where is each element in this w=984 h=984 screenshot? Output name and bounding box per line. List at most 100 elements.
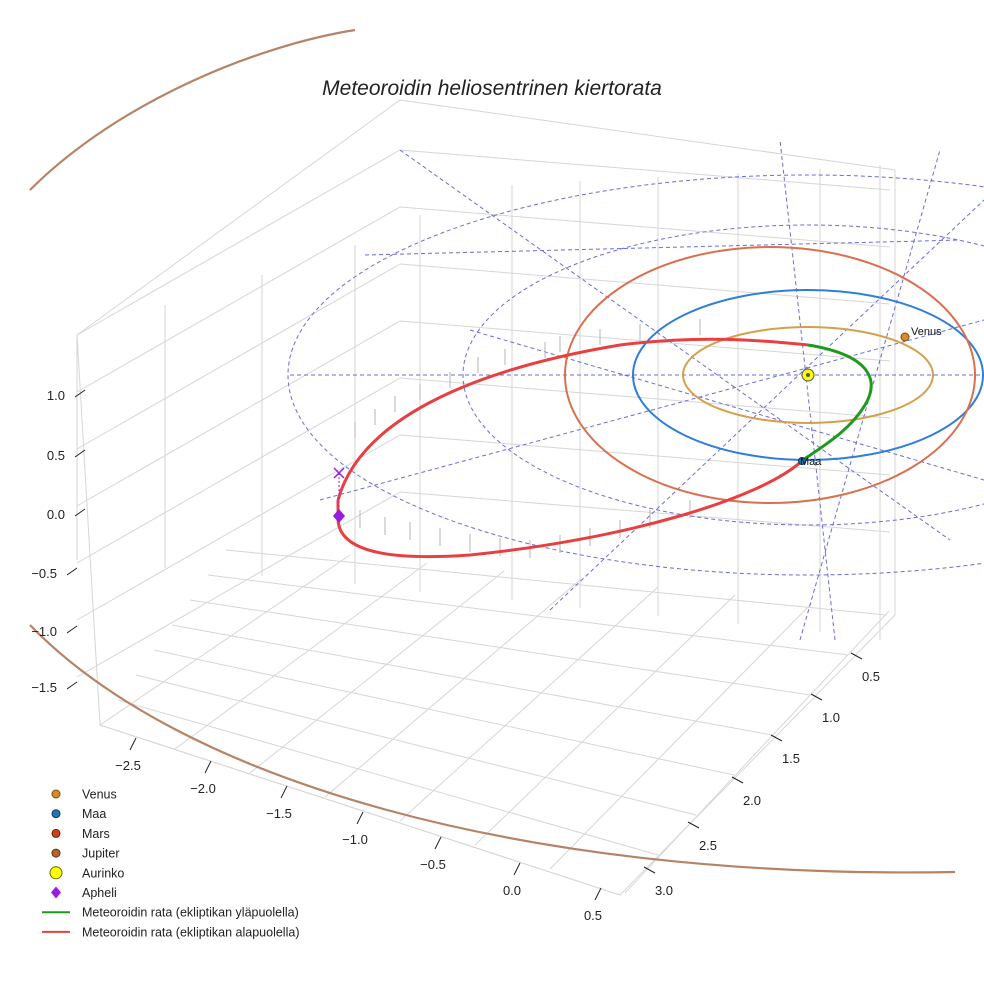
aphelion-marker	[333, 509, 345, 523]
orbit-jupiter-upper	[29, 28, 356, 191]
z-tick	[66, 567, 78, 576]
grid-line	[399, 586, 659, 822]
grid-line	[171, 624, 773, 736]
ecliptic-reference-grid	[287, 139, 984, 641]
y-tick	[810, 693, 823, 701]
y-tick	[643, 866, 656, 874]
x-tick	[594, 887, 602, 901]
reference-spoke	[549, 199, 984, 611]
venus-label: Venus	[911, 326, 942, 338]
legend-item: Aurinko	[49, 866, 124, 880]
meteoroid-orbit	[336, 337, 873, 559]
z-tick-label: 0.5	[47, 448, 65, 463]
x-tick-label: −1.0	[342, 832, 368, 847]
grid-line	[399, 206, 891, 248]
z-tick-label: −1.0	[31, 624, 57, 639]
grid-line	[399, 434, 891, 476]
x-tick	[280, 785, 288, 799]
y-tick	[770, 734, 783, 742]
x-tick-label: −1.5	[266, 806, 292, 821]
reference-circle	[287, 174, 984, 576]
meteoroid-orbit-below-upper	[336, 337, 809, 501]
legend-marker	[51, 848, 61, 858]
y-tick-label: 1.5	[782, 751, 800, 766]
grid-line	[76, 263, 401, 450]
grid-line	[225, 549, 887, 616]
y-tick-label: 3.0	[655, 883, 673, 898]
meteoroid-orbit-below-lower	[336, 458, 805, 559]
legend-item: Jupiter	[51, 847, 120, 861]
legend-label: Meteoroidin rata (ekliptikan yläpuolella…	[82, 906, 299, 920]
reference-spoke	[469, 329, 984, 481]
y-tick	[731, 776, 744, 784]
orbit-venus	[682, 326, 934, 424]
z-tick-label: −0.5	[31, 566, 57, 581]
z-tick	[66, 625, 78, 634]
x-tick	[434, 836, 442, 850]
x-tick	[356, 811, 364, 825]
axes-grid	[76, 99, 896, 896]
legend-label: Jupiter	[82, 847, 120, 861]
grid-line	[76, 149, 401, 336]
y-tick-label: 2.5	[699, 838, 717, 853]
z-tick	[66, 681, 78, 690]
legend-item: Meteoroidin rata (ekliptikan alapuolella…	[42, 925, 299, 939]
legend-label: Venus	[82, 788, 117, 802]
grid-line	[399, 377, 891, 419]
chart-title: Meteoroidin heliosentrinen kiertorata	[322, 77, 662, 100]
grid-line	[624, 610, 890, 894]
grid-line	[117, 699, 659, 856]
legend-marker	[51, 886, 61, 899]
grid-line	[99, 724, 621, 896]
pane-outline	[76, 99, 896, 896]
sun-center	[806, 373, 810, 377]
legend-item: Apheli	[51, 886, 117, 900]
x-tick-label: 0.0	[503, 883, 521, 898]
legend-label: Mars	[82, 827, 110, 841]
earth-label: Maa	[800, 456, 822, 468]
y-tick	[687, 821, 700, 829]
grid-line	[76, 320, 401, 507]
axis-ticks: 1.0 0.5 0.0 −0.5 −1.0 −1.5 −2.5 −2.0 −1.5 −1.0 −0.…	[31, 388, 880, 923]
grid-line	[153, 649, 735, 776]
z-tick	[74, 449, 86, 458]
orbit-mars	[564, 246, 976, 504]
grid-line	[76, 377, 401, 564]
grid-line	[76, 434, 401, 621]
legend-label: Aurinko	[82, 866, 124, 880]
y-tick-label: 0.5	[862, 669, 880, 684]
reference-spoke	[399, 149, 951, 541]
z-tick-label: 0.0	[47, 507, 65, 522]
x-tick-label: −2.5	[115, 758, 141, 773]
grid-line	[99, 554, 351, 726]
planet-orbits	[29, 28, 984, 874]
legend-item: Mars	[51, 827, 110, 841]
grid-line	[76, 491, 401, 678]
earth-marker	[798, 457, 806, 465]
z-tick	[74, 389, 86, 398]
grid-line	[135, 674, 697, 816]
reference-spoke	[319, 319, 984, 501]
meteoroid-orbit-above	[802, 343, 873, 462]
y-tick	[850, 652, 863, 660]
legend-marker	[51, 809, 61, 819]
legend-item: Venus	[51, 788, 117, 802]
x-tick	[129, 737, 137, 751]
grid-line	[189, 599, 811, 696]
grid-line	[324, 578, 582, 798]
legend-marker	[51, 789, 61, 799]
grid-line	[76, 206, 401, 393]
x-tick	[513, 862, 521, 876]
grid-line	[474, 594, 736, 846]
x-tick-label: 0.5	[584, 908, 602, 923]
grid-line	[249, 570, 505, 774]
grid-line	[207, 574, 849, 656]
legend-marker	[51, 828, 61, 838]
grid-line	[399, 149, 891, 191]
legend-label: Apheli	[82, 886, 117, 900]
x-tick-label: −0.5	[420, 857, 446, 872]
legend-label: Meteoroidin rata (ekliptikan alapuolella…	[82, 925, 299, 939]
z-tick-label: −1.5	[31, 680, 57, 695]
grid-line	[399, 491, 891, 533]
